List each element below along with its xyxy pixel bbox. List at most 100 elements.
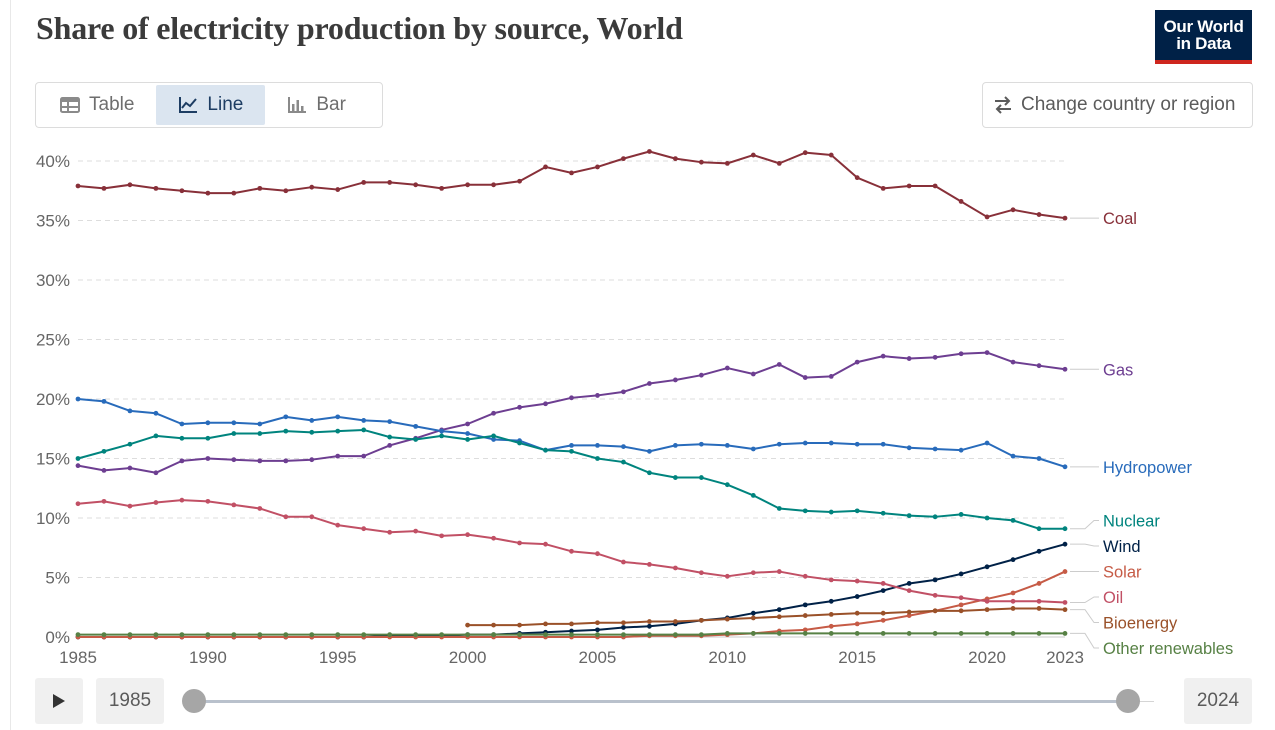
data-point [491, 433, 496, 439]
tab-bar[interactable]: Bar [265, 85, 368, 125]
timeline-track-end [1128, 701, 1154, 702]
data-point [984, 350, 990, 355]
data-point [283, 458, 289, 464]
series-label: Nuclear [1103, 513, 1160, 531]
data-point [283, 414, 289, 420]
data-point [517, 404, 522, 410]
data-point [854, 508, 860, 514]
data-point [854, 610, 860, 616]
data-point [595, 456, 600, 461]
data-point [776, 506, 782, 511]
series-label: Hydropower [1103, 459, 1192, 477]
data-point [543, 621, 548, 627]
data-point [906, 183, 912, 189]
data-point [101, 185, 107, 191]
data-point [958, 608, 964, 614]
x-tick-label: 2020 [968, 648, 1006, 667]
data-point [750, 371, 756, 377]
data-point [1010, 207, 1016, 213]
start-year[interactable]: 1985 [96, 678, 164, 724]
data-point [1010, 359, 1016, 365]
data-point [854, 175, 860, 181]
logo-line-1: Our World [1163, 17, 1244, 36]
data-point [413, 182, 419, 188]
owid-logo[interactable]: Our World in Data [1155, 10, 1252, 64]
data-point [854, 578, 860, 584]
data-point [672, 632, 678, 638]
data-point [231, 457, 237, 463]
data-point [205, 498, 211, 504]
data-point [465, 632, 471, 638]
data-point [335, 522, 341, 528]
data-point [1010, 631, 1016, 636]
data-point [750, 570, 756, 576]
swap-arrows-icon [995, 96, 1011, 114]
data-point [231, 190, 237, 196]
data-point [932, 592, 938, 598]
line-chart: 0% 5% 10% 15% 20% 25% 30% 35% 40% 1985 1990 1995 200… [36, 149, 1233, 667]
data-point [776, 631, 782, 636]
end-year-handle[interactable] [1116, 689, 1140, 713]
data-point [647, 632, 652, 638]
data-point [1010, 598, 1016, 604]
data-point [595, 443, 600, 448]
timeline-track[interactable] [194, 700, 1128, 703]
x-tick-label: 2023 [1046, 648, 1084, 667]
data-point [647, 470, 652, 476]
data-point [1010, 453, 1016, 459]
change-region-label: Change country or region [1021, 94, 1236, 115]
data-point [569, 628, 574, 634]
data-point [698, 159, 704, 165]
data-point [958, 512, 964, 517]
data-point [621, 620, 626, 626]
data-point [1062, 569, 1068, 574]
data-point [828, 611, 834, 617]
data-point [543, 447, 548, 453]
data-point [465, 622, 471, 628]
data-point [543, 632, 548, 638]
end-year[interactable]: 2024 [1184, 678, 1252, 724]
data-point [906, 631, 912, 636]
data-point [75, 632, 81, 638]
play-button[interactable] [35, 678, 83, 724]
data-point [569, 170, 574, 176]
data-point [387, 443, 393, 448]
data-point [698, 617, 704, 623]
change-region-button[interactable]: Change country or region [982, 82, 1253, 128]
data-point [283, 428, 289, 434]
data-point [257, 185, 263, 191]
data-point [335, 187, 341, 192]
data-point [828, 631, 834, 636]
data-point [984, 598, 990, 604]
tab-table[interactable]: Table [38, 85, 156, 125]
data-point [335, 453, 341, 459]
data-point [750, 631, 756, 636]
data-point [231, 431, 237, 436]
data-point [828, 509, 834, 515]
data-point [127, 632, 133, 638]
data-point [880, 581, 886, 586]
data-point [179, 497, 185, 503]
data-point [880, 610, 886, 616]
data-point [1062, 607, 1068, 613]
data-point [698, 570, 704, 576]
data-point [906, 588, 912, 593]
tab-line[interactable]: Line [156, 85, 266, 125]
data-point [958, 631, 964, 636]
series-label: Oil [1103, 589, 1123, 607]
data-point [517, 622, 522, 628]
series-line-bioenergy [467, 607, 1066, 627]
data-point [932, 183, 938, 189]
data-point [880, 185, 886, 191]
series-line-gas [77, 351, 1066, 474]
data-point [984, 214, 990, 220]
data-point [101, 468, 107, 473]
data-point [1062, 600, 1068, 605]
data-point [335, 428, 341, 434]
start-year-handle[interactable] [182, 689, 206, 713]
data-point [1010, 557, 1016, 563]
data-point [854, 621, 860, 627]
data-point [802, 627, 808, 633]
data-point [802, 375, 808, 380]
data-point [179, 435, 185, 441]
